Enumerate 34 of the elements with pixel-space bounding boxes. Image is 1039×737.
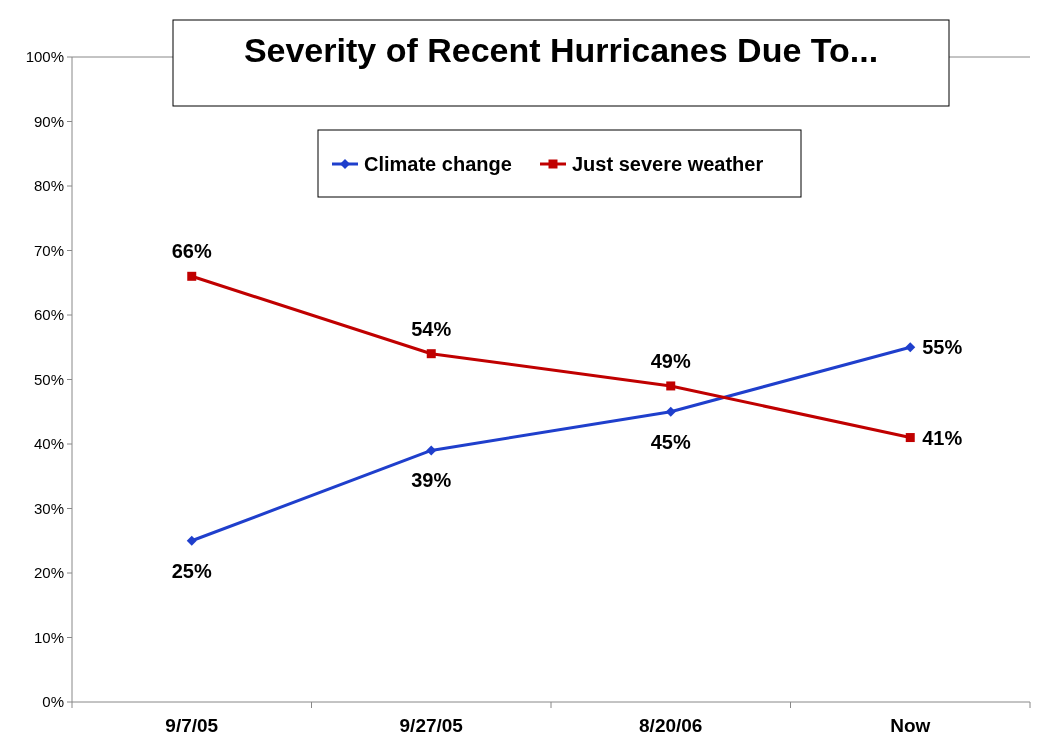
y-tick-label: 10% [33,628,64,646]
data-label: 55% [922,336,963,359]
point [665,406,676,417]
y-tick-label: 90% [33,112,64,130]
x-tick-label: 9/7/05 [165,715,219,736]
y-tick-label: 0% [42,693,64,711]
data-label: 41% [922,426,963,449]
y-tick-label: 70% [33,241,64,259]
data-label: 66% [171,240,212,263]
x-tick-label: 8/20/06 [639,715,703,736]
legend-label: Climate change [364,153,512,175]
y-tick-label: 30% [33,499,64,517]
point [426,349,436,359]
data-label: 45% [650,430,691,453]
point [666,381,676,391]
point [905,433,915,443]
point [905,342,916,353]
y-tick-label: 60% [33,306,64,324]
point [186,535,197,546]
y-tick-label: 100% [25,48,64,66]
point [426,445,437,456]
chart-title: Severity of Recent Hurricanes Due To... [243,31,879,69]
x-tick-label: 9/27/05 [399,715,464,736]
legend-label: Just severe weather [572,153,764,175]
y-tick-label: 40% [33,435,64,453]
y-tick-label: 20% [33,564,64,582]
data-label: 39% [411,469,452,492]
y-tick-label: 50% [33,370,64,388]
x-tick-label: Now [890,715,931,736]
data-label: 49% [650,349,691,372]
data-label: 54% [411,317,452,340]
point [187,271,197,281]
y-tick-label: 80% [33,177,64,195]
data-label: 25% [171,559,212,582]
